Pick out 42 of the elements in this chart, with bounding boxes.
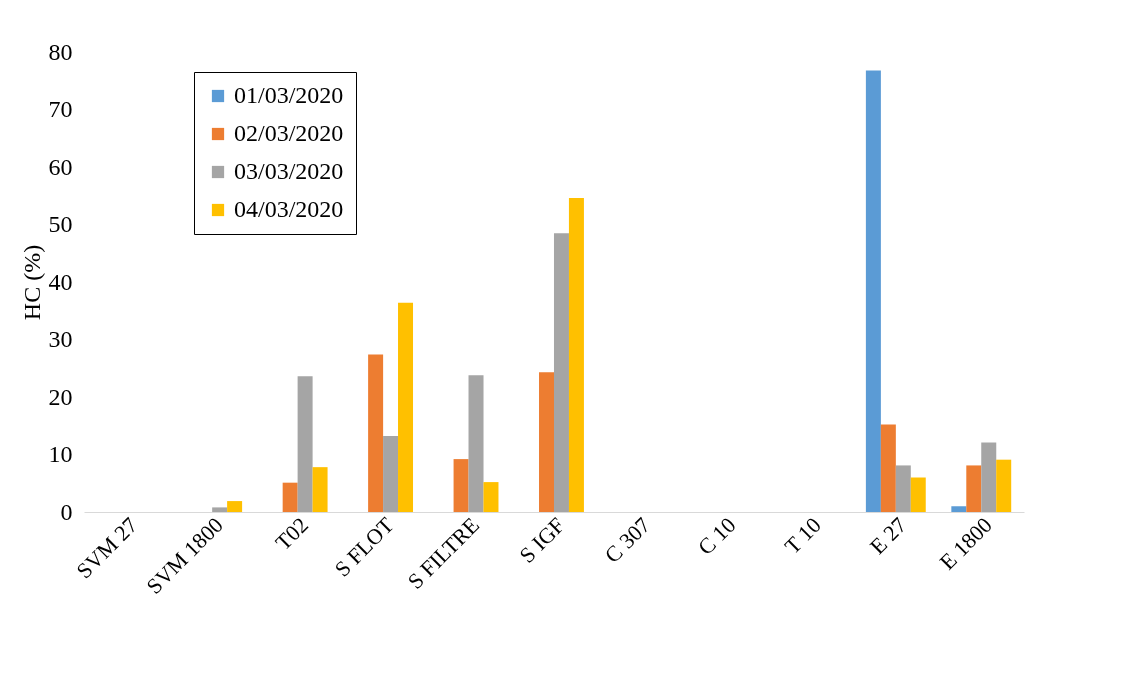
bar xyxy=(282,482,298,512)
bar xyxy=(865,70,881,512)
bar xyxy=(297,376,313,512)
bar xyxy=(568,198,584,512)
bar xyxy=(966,465,982,512)
y-tick-label: 30 xyxy=(48,326,73,352)
x-tick-label: T 10 xyxy=(779,512,826,559)
y-tick-label: 0 xyxy=(60,498,73,525)
y-tick-label: 60 xyxy=(48,153,73,180)
bar xyxy=(880,424,896,512)
x-tick-label: T02 xyxy=(270,512,314,556)
bar xyxy=(468,375,484,512)
y-tick-label: 10 xyxy=(48,441,73,467)
y-tick-label: 40 xyxy=(48,268,73,295)
bar xyxy=(398,302,414,512)
bar xyxy=(453,459,469,512)
x-tick-label: C 10 xyxy=(692,512,741,560)
y-tick-label: 70 xyxy=(48,96,73,122)
bar xyxy=(895,465,911,512)
x-tick-label: E 27 xyxy=(864,512,912,560)
x-tick-label: S IGF xyxy=(514,512,570,568)
bar xyxy=(951,506,967,512)
bar xyxy=(483,482,499,512)
bar xyxy=(312,467,328,512)
legend-label: 04/03/2020 xyxy=(234,196,344,222)
bar xyxy=(553,233,569,512)
bar xyxy=(212,507,228,512)
bar xyxy=(227,501,243,512)
bar xyxy=(996,459,1012,512)
bar xyxy=(383,436,399,512)
bar xyxy=(368,354,384,512)
legend-label: 01/03/2020 xyxy=(234,82,344,108)
bar xyxy=(981,442,997,512)
legend-label: 02/03/2020 xyxy=(234,120,344,146)
y-axis-title: HC (%) xyxy=(18,244,45,321)
y-tick-label: 80 xyxy=(48,38,73,65)
x-tick-label: C 307 xyxy=(599,512,656,568)
bar xyxy=(539,372,555,512)
bar xyxy=(910,477,926,512)
legend-label: 03/03/2020 xyxy=(234,158,344,184)
y-tick-label: 20 xyxy=(48,383,73,410)
y-tick-label: 50 xyxy=(48,211,73,237)
